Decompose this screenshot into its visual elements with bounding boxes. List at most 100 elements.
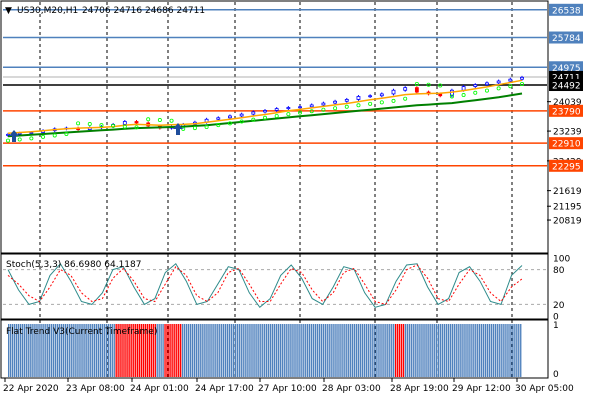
flat-trend-bar-258: [512, 324, 514, 377]
price-tag-bg-23790: [549, 104, 583, 117]
candle-body-26: [309, 104, 314, 108]
flat-trend-bar-256: [508, 324, 510, 377]
flat-trend-bar-11: [29, 324, 31, 377]
flat-trend-bar-138: [277, 324, 280, 377]
flat-trend-bar-245: [486, 324, 489, 377]
flat-trend-bar-93: [189, 324, 192, 377]
flat-trend-bar-199: [396, 324, 399, 377]
price-tag-22910: 22910: [552, 140, 581, 150]
psar-dot-35: [414, 81, 419, 86]
flat-trend-bar-213: [424, 324, 426, 377]
flat-trend-bar-196: [391, 324, 393, 377]
horizontal-levels: [3, 9, 547, 167]
flat-trend-bar-19: [45, 324, 47, 377]
x-label-7: 29 Apr 12:00: [452, 384, 511, 394]
flat-trend-bar-20: [47, 324, 49, 377]
candle-body-11: [134, 121, 139, 124]
candle-body-27: [321, 102, 326, 106]
flat-trend-bar-224: [445, 324, 448, 377]
flat-trend-bar-120: [242, 324, 244, 377]
flat-trend-bar-12: [31, 324, 33, 377]
flat-trend-bar-126: [254, 324, 256, 377]
flat-trend-bar-175: [350, 324, 352, 377]
flat-trend-bar-154: [308, 324, 311, 377]
flat-trend-bar-172: [344, 324, 346, 377]
flat-trend-bar-58: [121, 324, 123, 377]
flat-trend-bar-192: [383, 324, 385, 377]
flat-trend-bar-215: [428, 324, 430, 377]
flat-trend-bar-169: [338, 324, 340, 377]
psar-dot-37: [438, 83, 443, 88]
flat-trend-bar-243: [482, 324, 485, 377]
psar-dot-3: [41, 134, 46, 139]
psar-dot-29: [344, 104, 349, 109]
flat-trend-bar-177: [353, 324, 356, 377]
vertical-gridlines: [39, 2, 513, 377]
flat-trend-bar-183: [365, 324, 368, 377]
candle-body-44: [520, 76, 524, 80]
flat-trend-bar-260: [516, 324, 518, 377]
flat-trend-bar-168: [336, 324, 338, 377]
flat-trend-bar-231: [459, 324, 461, 377]
flat-trend-bar-252: [500, 324, 502, 377]
flat-trend-bar-60: [125, 324, 127, 377]
flat-trend-bar-248: [492, 324, 495, 377]
psar-dot-38: [449, 94, 454, 99]
flat-trend-bar-143: [287, 324, 289, 377]
candle-body-34: [403, 87, 408, 91]
flat-trend-bar-241: [479, 324, 481, 377]
flat-trend-bar-87: [178, 324, 180, 377]
flat-trend-bar-134: [269, 324, 272, 377]
flat-trend-bar-124: [250, 324, 252, 377]
flat-trend-bar-136: [273, 324, 276, 377]
stoch-panel-frame: [0, 253, 549, 320]
flat-trend-bar-127: [256, 324, 258, 377]
flat-trend-bar-34: [74, 324, 76, 377]
candle-body-20: [239, 113, 244, 117]
flat-trend-bar-235: [467, 324, 469, 377]
flat-trend-bar-106: [215, 324, 217, 377]
flat-trend-bar-198: [394, 324, 397, 377]
psar-dot-5: [64, 131, 69, 136]
flat-trend-bar-9: [25, 324, 27, 377]
psar-dot-13: [157, 118, 162, 123]
flat-trend-bar-161: [322, 324, 325, 377]
flat-trend-bar-79: [162, 324, 164, 377]
flat-trend-bar-56: [117, 324, 119, 377]
flat-trend-bar-225: [447, 324, 450, 377]
flat-trend-bar-3: [13, 324, 16, 377]
flat-trend-bar-71: [146, 324, 149, 377]
flat-trend-bar-54: [113, 324, 115, 377]
flat-trend-bar-67: [138, 324, 141, 377]
candle-body-40: [473, 84, 478, 87]
chart-header-arrow-icon[interactable]: ▼: [5, 6, 12, 16]
flat-trend-bar-110: [222, 324, 225, 377]
psar-dot-22: [262, 115, 267, 120]
psar-dot-16: [192, 126, 197, 131]
x-label-5: 28 Apr 03:00: [322, 384, 381, 394]
stoch-title: Stoch(5,3,3) 86.6980 64.1187: [6, 260, 141, 270]
flat-trend-bar-6: [19, 324, 22, 377]
flat-trend-bar-105: [213, 324, 215, 377]
candle-body-22: [263, 110, 267, 113]
flat-trend-bar-13: [33, 324, 35, 377]
flat-trend-bar-121: [244, 324, 246, 377]
flat-trend-bar-92: [187, 324, 190, 377]
candle-body-41: [485, 82, 489, 86]
candle-body-30: [356, 96, 361, 100]
candle-body-35: [414, 87, 419, 93]
price-label-21195: 21195: [553, 203, 582, 213]
flat-trend-bar-95: [193, 324, 196, 377]
flat-trend-bar-249: [494, 324, 497, 377]
flat-trend-bar-149: [299, 324, 301, 377]
x-label-3: 24 Apr 17:00: [195, 384, 254, 394]
flat-trend-bar-234: [465, 324, 467, 377]
flat-trend-bar-217: [432, 324, 434, 377]
candle-body-23: [274, 108, 279, 111]
price-tag-22295: 22295: [552, 162, 581, 172]
psar-dot-25: [298, 110, 303, 115]
flat-trend-bar-50: [105, 324, 108, 377]
candle-body-28: [333, 100, 337, 104]
flat-trend-bar-153: [307, 324, 309, 377]
